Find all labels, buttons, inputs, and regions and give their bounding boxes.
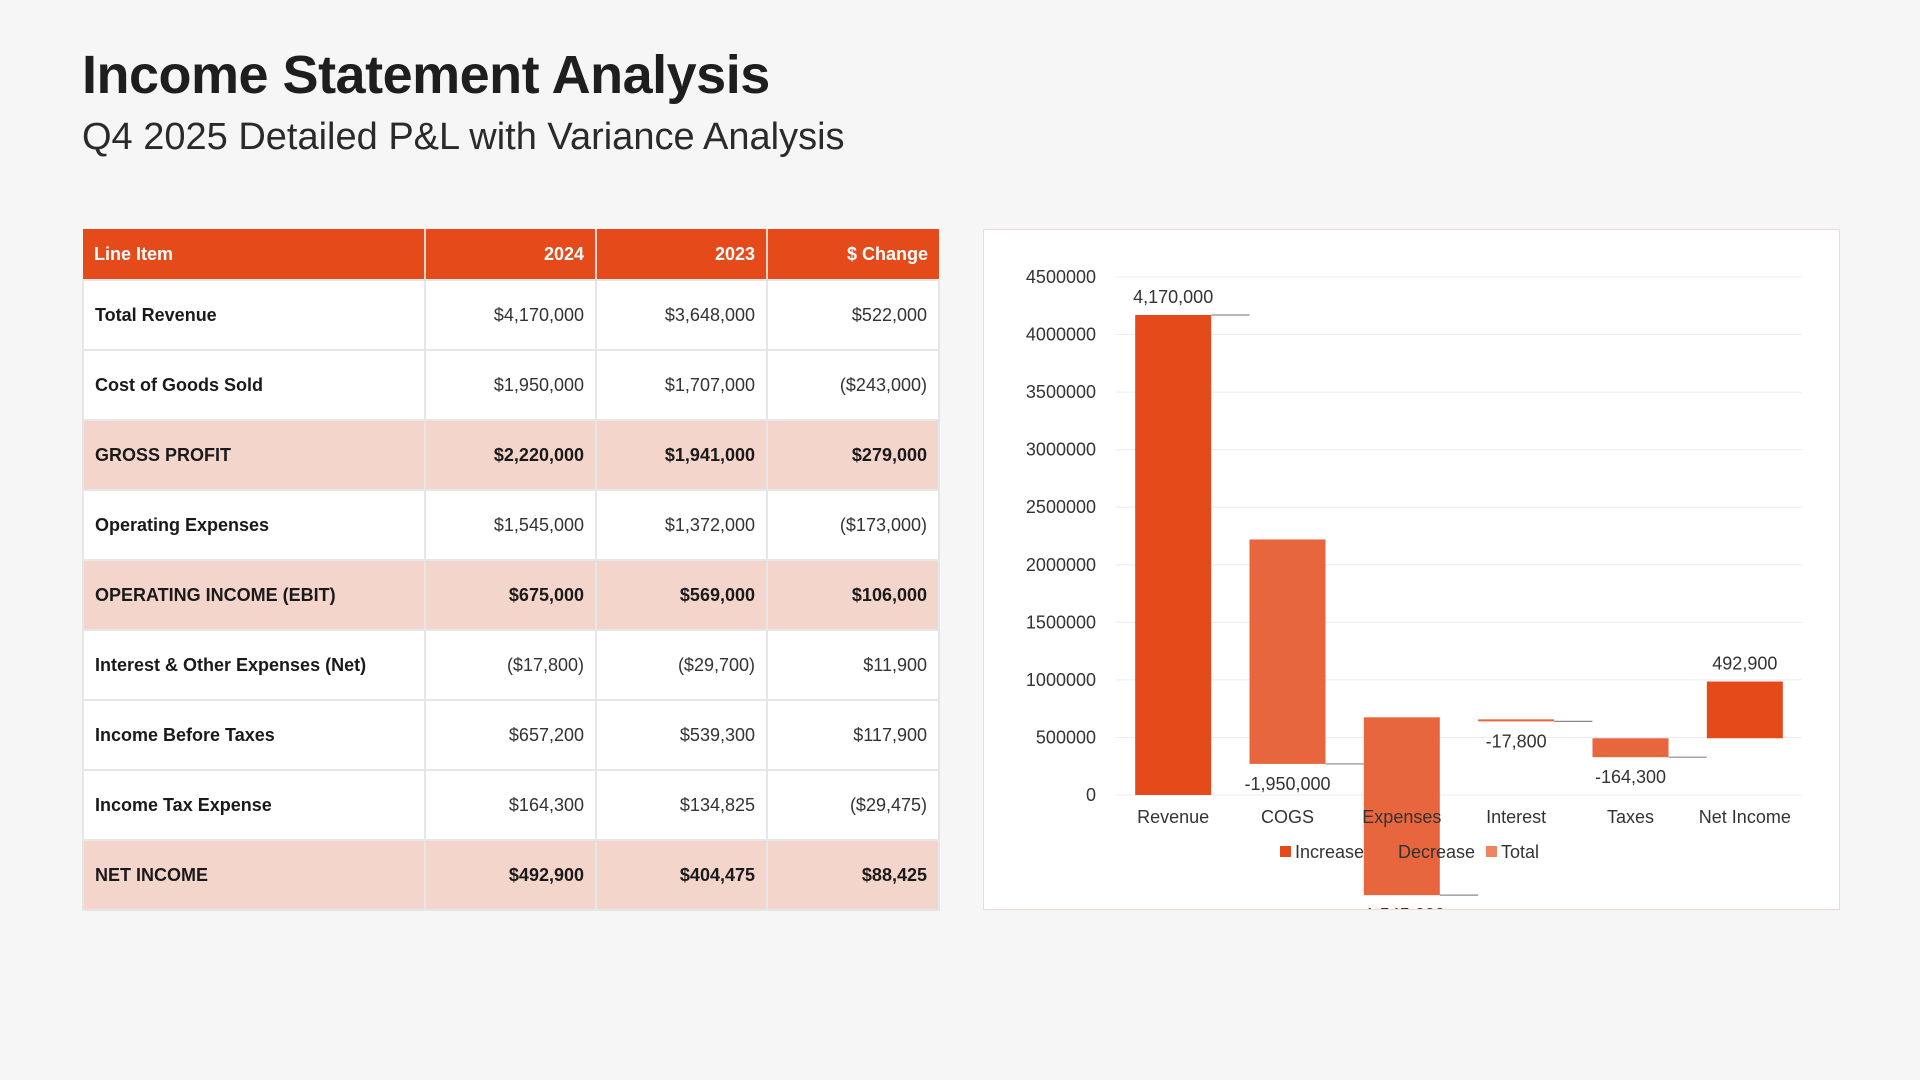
- value-2024: $2,220,000: [424, 419, 597, 491]
- value-2023: $539,300: [595, 699, 768, 771]
- value-change: $106,000: [766, 559, 940, 631]
- value-2024: $492,900: [424, 839, 597, 911]
- y-tick-label: 3000000: [1026, 440, 1096, 460]
- column-header-line-item: Line Item: [83, 229, 426, 280]
- value-2023: $3,648,000: [595, 279, 768, 351]
- legend-swatch: [1486, 846, 1497, 857]
- value-2024: $1,545,000: [424, 489, 597, 561]
- y-tick-label: 2500000: [1026, 497, 1096, 517]
- x-tick-label: Interest: [1486, 807, 1546, 827]
- data-label: -1,545,000: [1359, 905, 1445, 909]
- value-2023: $1,372,000: [595, 489, 768, 561]
- y-tick-label: 4500000: [1026, 267, 1096, 287]
- page-subtitle: Q4 2025 Detailed P&L with Variance Analy…: [82, 116, 845, 158]
- data-label: -164,300: [1595, 767, 1666, 787]
- column-header-change: $ Change: [767, 229, 939, 280]
- line-item-label: Operating Expenses: [82, 489, 426, 561]
- line-item-label: OPERATING INCOME (EBIT): [82, 559, 426, 631]
- table-row: Cost of Goods Sold $1,950,000 $1,707,000 ($…: [82, 349, 940, 421]
- table-body: Total Revenue $4,170,000 $3,648,000 $522,00…: [82, 279, 940, 911]
- y-tick-label: 4000000: [1026, 325, 1096, 345]
- data-label: -1,950,000: [1244, 774, 1330, 794]
- legend-swatch: [1383, 846, 1394, 857]
- value-2023: ($29,700): [595, 629, 768, 701]
- waterfall-chart-card: 0 500000 1000000 1500000 2000000 2500000 30000…: [983, 229, 1840, 910]
- value-2024: $657,200: [424, 699, 597, 771]
- value-2023: $1,941,000: [595, 419, 768, 491]
- value-2023: $569,000: [595, 559, 768, 631]
- value-2023: $134,825: [595, 769, 768, 841]
- value-change: $88,425: [766, 839, 940, 911]
- table-row: Income Tax Expense $164,300 $134,825 ($29,4…: [82, 769, 940, 841]
- y-tick-label: 2000000: [1026, 555, 1096, 575]
- line-item-label: GROSS PROFIT: [82, 419, 426, 491]
- table-row: Operating Expenses $1,545,000 $1,372,000 ($…: [82, 489, 940, 561]
- page-title: Income Statement Analysis: [82, 45, 770, 105]
- value-2024: $4,170,000: [424, 279, 597, 351]
- line-item-label: Income Tax Expense: [82, 769, 426, 841]
- table-row: Interest & Other Expenses (Net) ($17,800)…: [82, 629, 940, 701]
- line-item-label: Income Before Taxes: [82, 699, 426, 771]
- value-2023: $404,475: [595, 839, 768, 911]
- waterfall-chart: 0 500000 1000000 1500000 2000000 2500000 30000…: [1026, 267, 1802, 909]
- bar-revenue: [1135, 314, 1212, 795]
- legend-label: Decrease: [1398, 842, 1475, 862]
- legend-swatch: [1280, 846, 1291, 857]
- x-tick-label: Taxes: [1607, 807, 1654, 827]
- x-tick-label: COGS: [1261, 807, 1314, 827]
- value-2024: ($17,800): [424, 629, 597, 701]
- data-label: 492,900: [1712, 654, 1777, 674]
- table-header-row: Line Item 2024 2023 $ Change: [83, 229, 939, 280]
- bar-cogs: [1249, 539, 1326, 764]
- value-2024: $675,000: [424, 559, 597, 631]
- table-row: GROSS PROFIT $2,220,000 $1,941,000 $279,000: [82, 419, 940, 491]
- table-row: NET INCOME $492,900 $404,475 $88,425: [82, 839, 940, 911]
- value-change: $11,900: [766, 629, 940, 701]
- y-tick-label: 500000: [1036, 727, 1096, 747]
- value-change: $117,900: [766, 699, 940, 771]
- x-tick-label: Revenue: [1137, 807, 1209, 827]
- value-2024: $164,300: [424, 769, 597, 841]
- value-2024: $1,950,000: [424, 349, 597, 421]
- y-tick-label: 1000000: [1026, 670, 1096, 690]
- table-row: Income Before Taxes $657,200 $539,300 $117,…: [82, 699, 940, 771]
- income-statement-table: Line Item 2024 2023 $ Change Total Reven…: [82, 229, 940, 911]
- y-tick-label: 1500000: [1026, 612, 1096, 632]
- bar-expenses: [1363, 717, 1440, 896]
- line-item-label: Interest & Other Expenses (Net): [82, 629, 426, 701]
- value-change: ($29,475): [766, 769, 940, 841]
- table-row: Total Revenue $4,170,000 $3,648,000 $522,00…: [82, 279, 940, 351]
- value-change: ($173,000): [766, 489, 940, 561]
- line-item-label: NET INCOME: [82, 839, 426, 911]
- x-tick-label: Expenses: [1362, 807, 1441, 827]
- value-2023: $1,707,000: [595, 349, 768, 421]
- y-tick-label: 3500000: [1026, 382, 1096, 402]
- column-header-2023: 2023: [596, 229, 768, 280]
- y-tick-label: 0: [1086, 785, 1096, 805]
- value-change: ($243,000): [766, 349, 940, 421]
- data-label: -17,800: [1486, 731, 1547, 751]
- bar-net-income: [1706, 681, 1783, 739]
- column-header-2024: 2024: [425, 229, 597, 280]
- line-item-label: Cost of Goods Sold: [82, 349, 426, 421]
- legend-label: Total: [1501, 842, 1539, 862]
- legend-label: Increase: [1295, 842, 1364, 862]
- data-label: 4,170,000: [1133, 287, 1213, 307]
- x-tick-label: Net Income: [1699, 807, 1791, 827]
- bar-taxes: [1592, 738, 1669, 758]
- line-item-label: Total Revenue: [82, 279, 426, 351]
- bar-interest: [1478, 719, 1555, 722]
- value-change: $522,000: [766, 279, 940, 351]
- table-row: OPERATING INCOME (EBIT) $675,000 $569,000 $…: [82, 559, 940, 631]
- value-change: $279,000: [766, 419, 940, 491]
